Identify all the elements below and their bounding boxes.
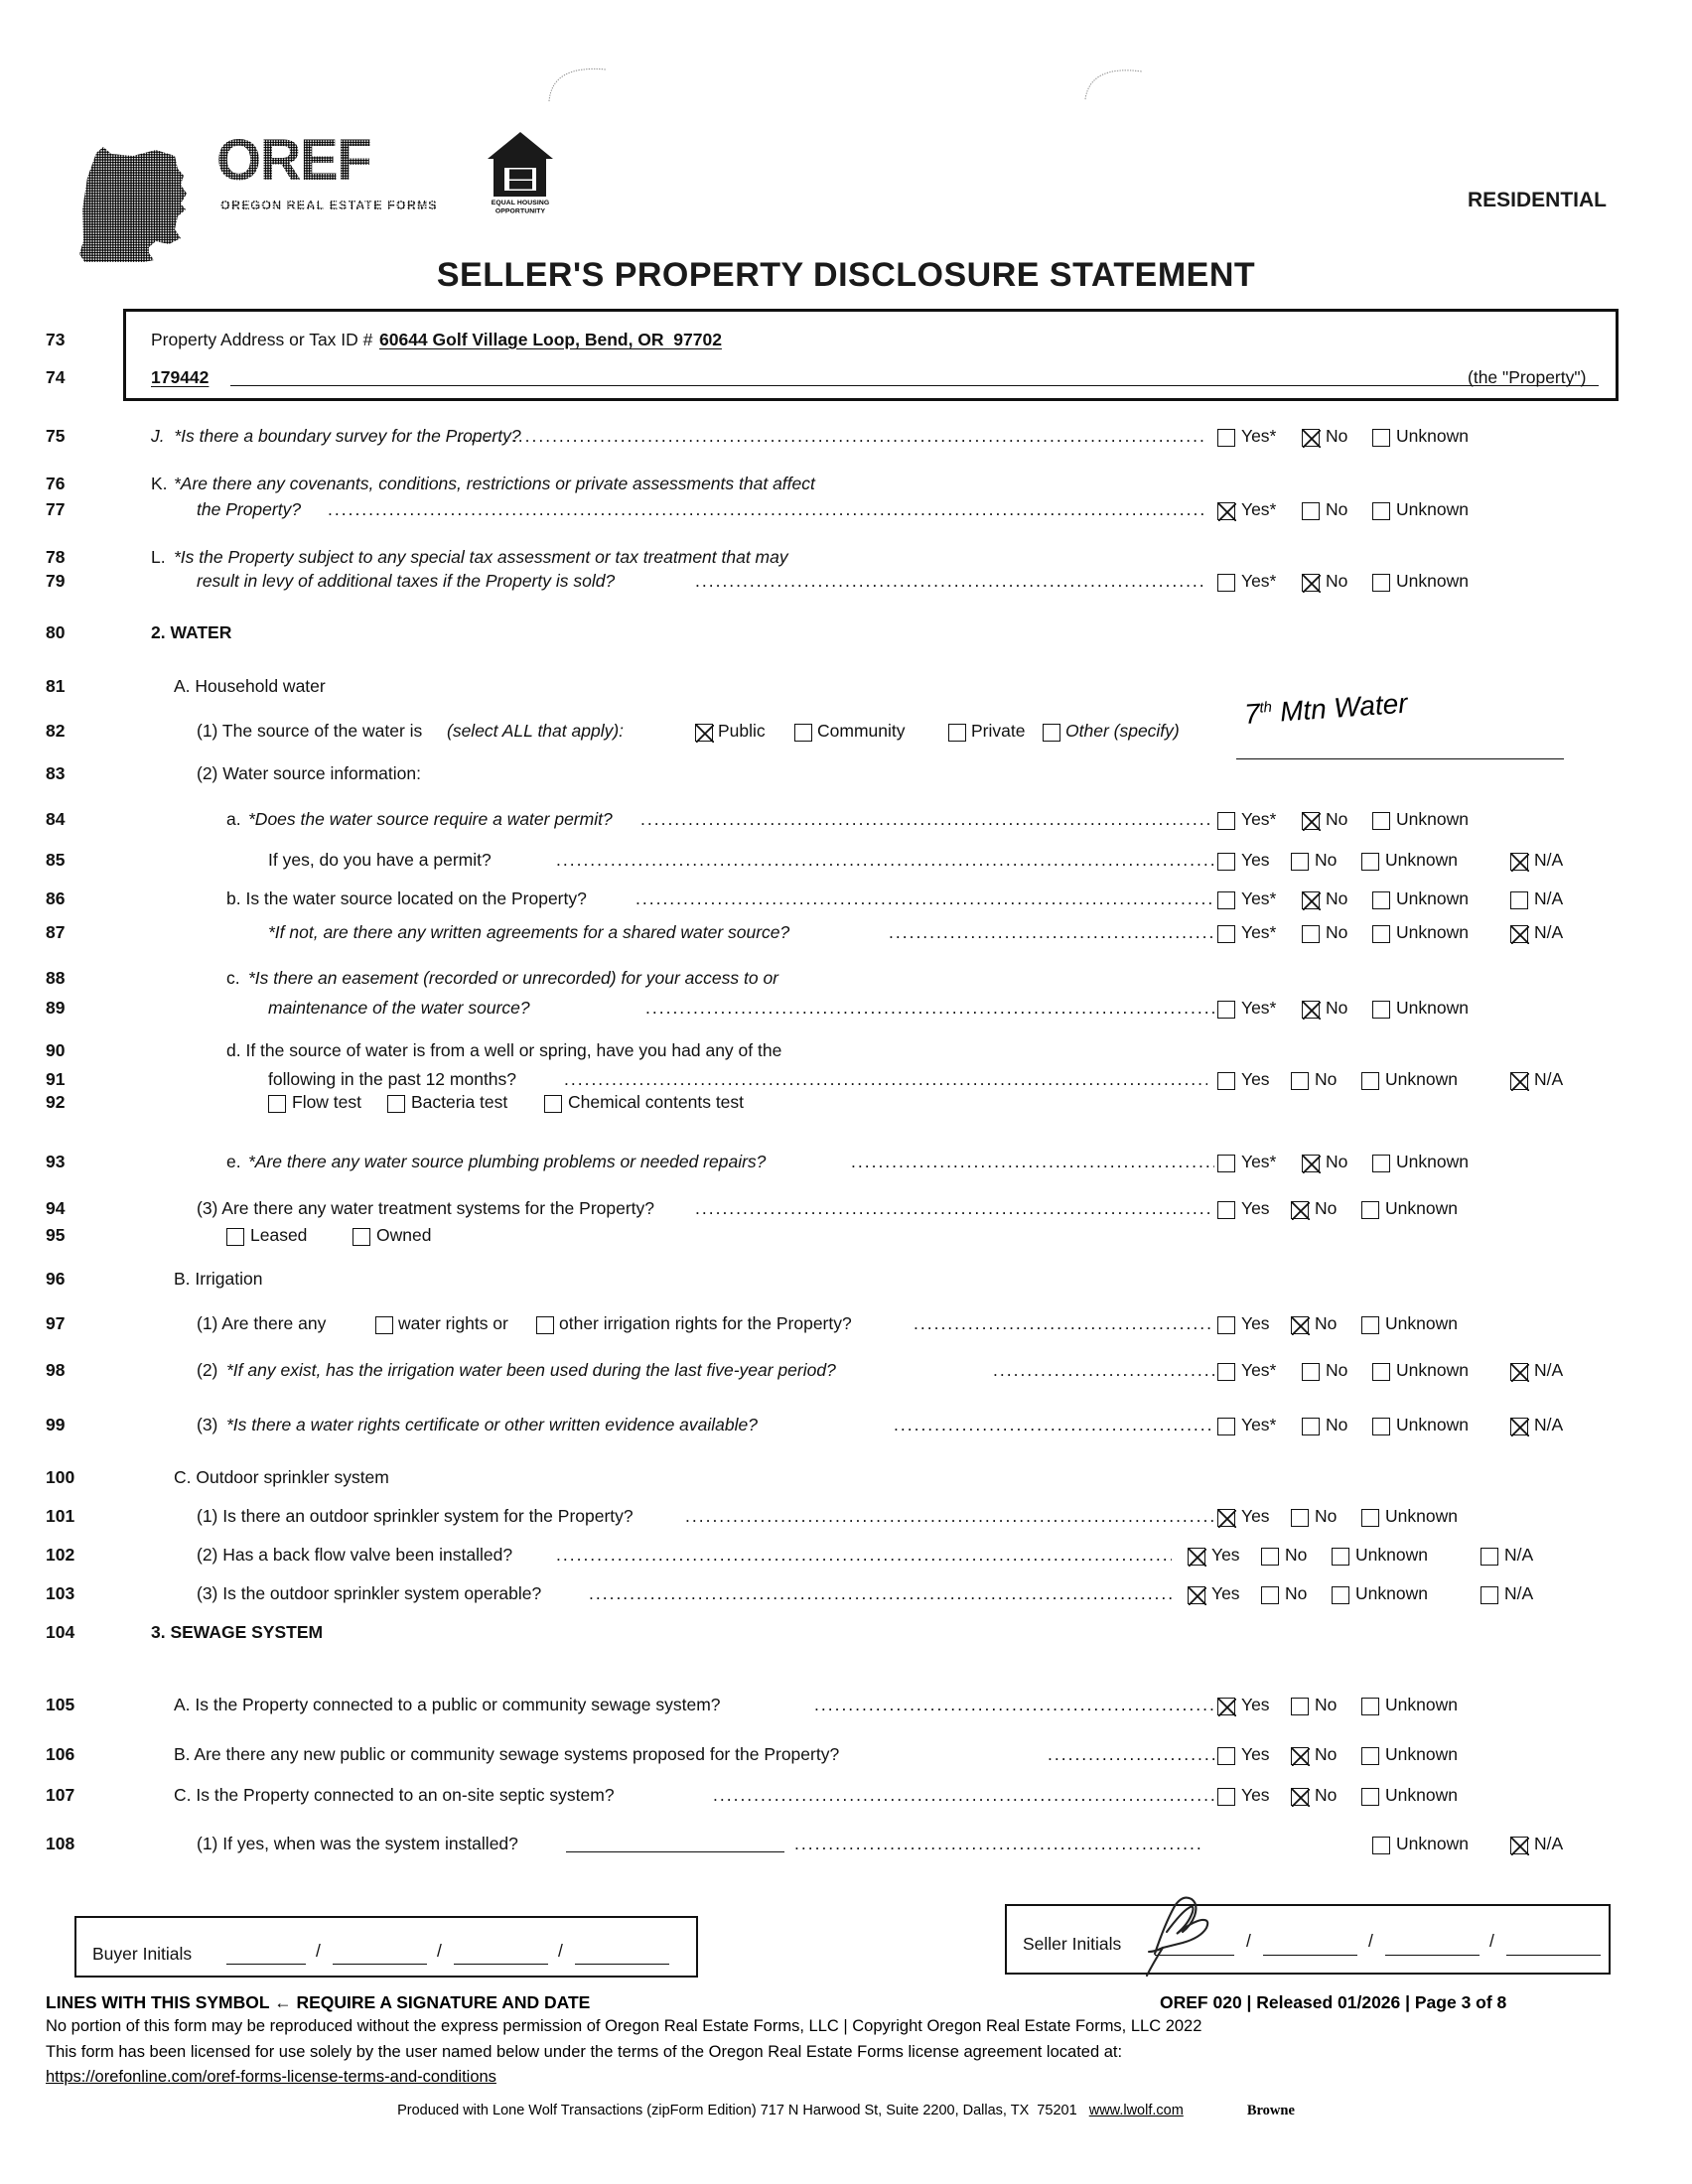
- svg-text:OREGON REAL ESTATE FORMS: OREGON REAL ESTATE FORMS: [220, 199, 438, 212]
- svg-text:EQUAL HOUSING: EQUAL HOUSING: [492, 200, 550, 206]
- svg-text:OREF: OREF: [216, 132, 370, 193]
- svg-text:OPPORTUNITY: OPPORTUNITY: [495, 208, 546, 215]
